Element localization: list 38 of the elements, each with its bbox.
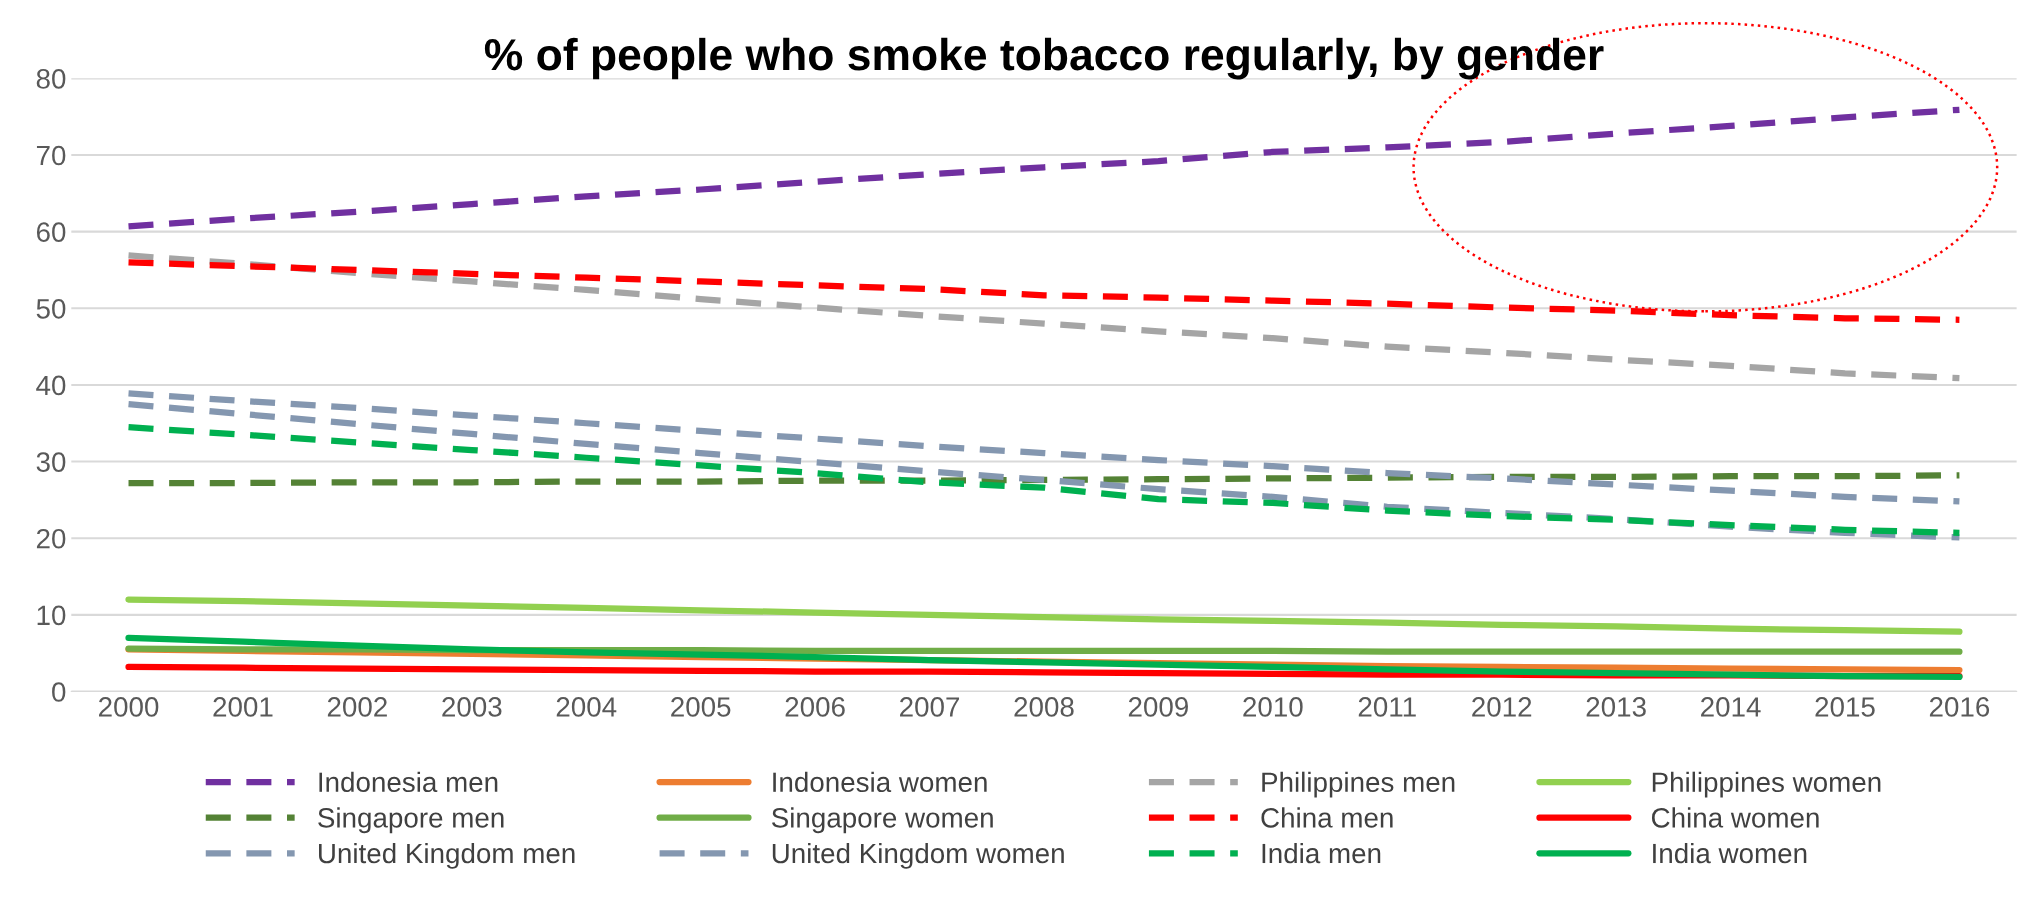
x-tick-label: 2015 bbox=[1815, 697, 1875, 717]
x-tick-label: 2009 bbox=[1128, 697, 1188, 717]
x-tick-label: 2005 bbox=[671, 697, 731, 717]
y-tick-label: 80 bbox=[36, 69, 66, 89]
legend-label: Singapore men bbox=[318, 807, 504, 834]
x-tick-label: 2002 bbox=[327, 697, 387, 717]
y-tick-label: 10 bbox=[37, 605, 66, 626]
x-tick-label: 2003 bbox=[442, 697, 502, 717]
legend-label: Philippines men bbox=[1262, 771, 1455, 798]
legend-label: United Kingdom women bbox=[772, 842, 1064, 869]
x-tick-label: 2008 bbox=[1014, 697, 1074, 717]
x-tick-label: 2010 bbox=[1243, 697, 1303, 717]
x-tick-label: 2006 bbox=[785, 697, 845, 717]
y-tick-label: 60 bbox=[36, 222, 66, 242]
legend-label: Indonesia men bbox=[319, 771, 498, 793]
x-tick-label: 2000 bbox=[99, 697, 159, 717]
y-tick-label: 30 bbox=[36, 452, 66, 472]
y-tick-label: 0 bbox=[52, 682, 66, 702]
legend-label: India women bbox=[1653, 842, 1807, 864]
legend-label: India men bbox=[1262, 842, 1381, 864]
legend-label: Indonesia women bbox=[773, 771, 987, 793]
x-tick-label: 2004 bbox=[556, 697, 617, 717]
legend-label: Singapore women bbox=[771, 807, 993, 834]
legend-label: Philippines women bbox=[1652, 771, 1881, 798]
legend-label: China men bbox=[1261, 807, 1393, 828]
x-tick-label: 2014 bbox=[1701, 697, 1761, 717]
x-tick-label: 2013 bbox=[1586, 697, 1646, 717]
x-tick-label: 2016 bbox=[1929, 697, 1990, 717]
legend-label: United Kingdom men bbox=[319, 842, 575, 869]
y-tick-label: 20 bbox=[36, 528, 66, 549]
x-tick-label: 2001 bbox=[213, 697, 273, 717]
x-tick-label: 2011 bbox=[1358, 697, 1416, 717]
x-tick-label: 2007 bbox=[900, 697, 960, 717]
y-tick-label: 40 bbox=[36, 375, 66, 396]
y-tick-label: 50 bbox=[36, 298, 66, 319]
legend-label: China women bbox=[1651, 807, 1819, 828]
x-tick-label: 2012 bbox=[1472, 697, 1532, 717]
y-tick-label: 70 bbox=[36, 145, 66, 166]
